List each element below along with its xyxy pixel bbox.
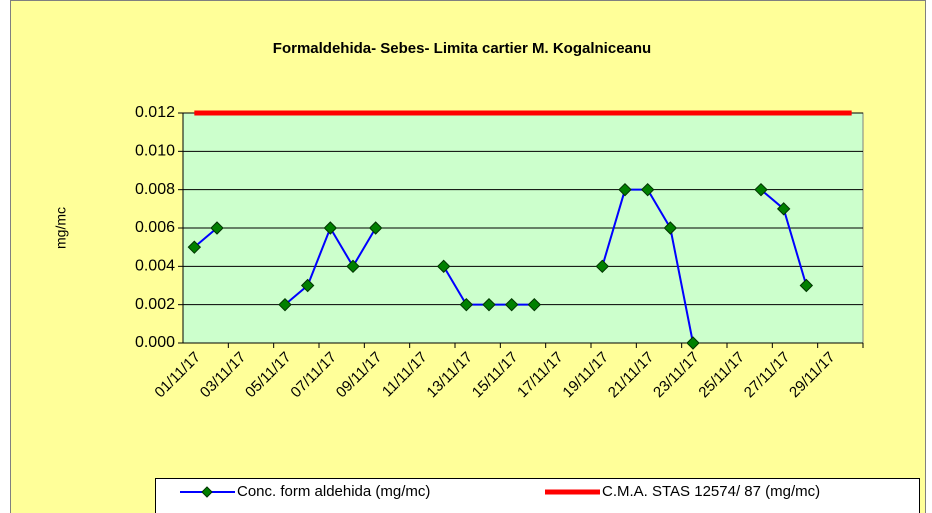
y-tick-label: 0.004 — [135, 258, 175, 275]
legend-label: Conc. form aldehida (mg/mc) — [237, 483, 430, 500]
marker — [504, 297, 519, 312]
legend-box — [155, 478, 920, 513]
y-tick-label: 0.002 — [135, 296, 175, 313]
marker — [300, 278, 315, 293]
marker — [368, 221, 383, 235]
y-tick-label: 0.012 — [135, 104, 175, 121]
y-tick-label: 0.000 — [135, 334, 175, 351]
marker — [799, 278, 814, 293]
marker — [527, 297, 542, 312]
y-tick-label: 0.006 — [135, 219, 175, 236]
marker — [210, 221, 224, 235]
legend-label: C.M.A. STAS 12574/ 87 (mg/mc) — [602, 483, 820, 500]
marker — [436, 259, 451, 274]
marker — [618, 182, 632, 197]
marker — [640, 182, 655, 197]
marker — [323, 221, 338, 235]
marker — [686, 336, 700, 350]
y-axis-label: mg/mc — [53, 207, 69, 249]
y-tick-label: 0.010 — [135, 143, 175, 160]
legend-marker — [201, 486, 213, 498]
y-tick-label: 0.008 — [135, 181, 175, 198]
marker — [278, 297, 292, 312]
chart-title: Formaldehida- Sebes- Limita cartier M. K… — [273, 40, 651, 57]
marker — [459, 297, 474, 312]
marker — [776, 202, 791, 216]
marker — [595, 259, 610, 274]
marker — [346, 259, 360, 274]
marker — [187, 240, 202, 254]
marker — [482, 297, 496, 312]
marker — [754, 182, 768, 197]
marker — [663, 221, 678, 235]
